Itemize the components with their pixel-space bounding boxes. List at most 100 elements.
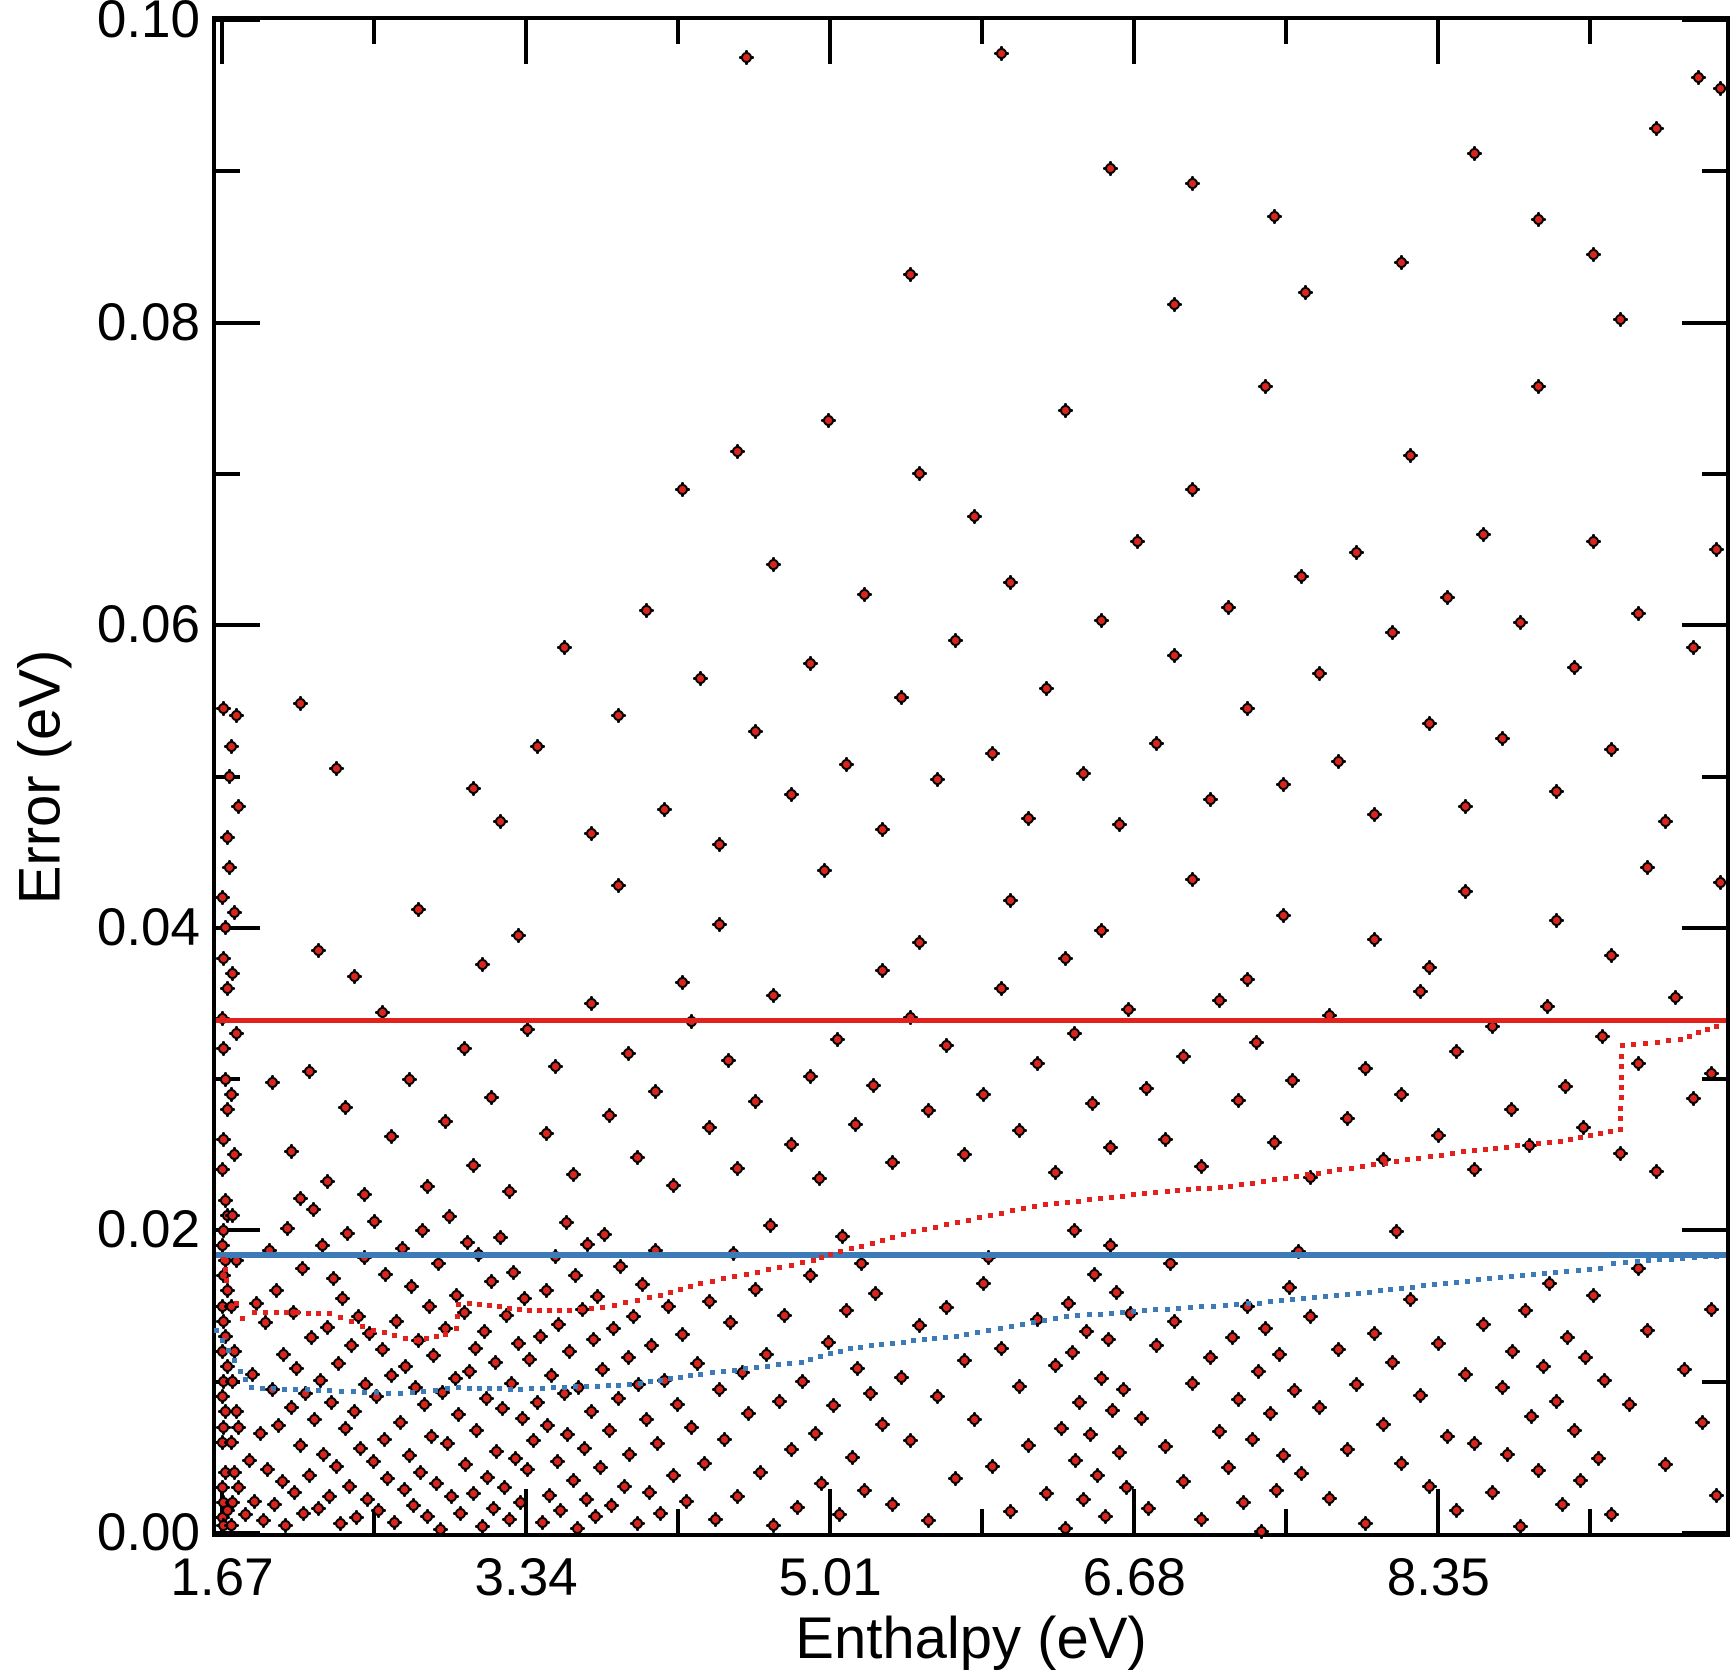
red-average-dot	[1416, 1155, 1422, 1161]
red-average-dot	[998, 1210, 1004, 1216]
red-average-dot	[688, 1283, 694, 1289]
red-average-dot	[316, 1310, 322, 1316]
scatter-point	[786, 1444, 798, 1456]
scatter-point	[1086, 1097, 1098, 1109]
blue-average-dot	[293, 1386, 299, 1392]
blue-average-dot	[1064, 1314, 1070, 1320]
scatter-point	[504, 1185, 516, 1197]
scatter-point	[624, 1448, 636, 1460]
scatter-point	[1369, 934, 1381, 946]
scatter-point	[522, 1463, 534, 1475]
scatter-point	[251, 1297, 263, 1309]
scatter-point	[864, 1388, 876, 1400]
scatter-point	[218, 702, 230, 714]
scatter-point	[1542, 1000, 1554, 1012]
scatter-point	[686, 1421, 698, 1433]
scatter-point	[334, 1518, 346, 1530]
blue-average-dot	[828, 1351, 834, 1357]
blue-average-dot	[754, 1364, 760, 1370]
scatter-point	[1323, 1492, 1335, 1504]
scatter-point	[1014, 1125, 1026, 1137]
scatter-point	[1514, 1521, 1526, 1533]
blue-average-dot	[507, 1386, 513, 1392]
scatter-point	[478, 1326, 490, 1338]
scatter-point	[1598, 1374, 1610, 1386]
blue-average-dot	[237, 1368, 243, 1374]
red-average-dot	[1677, 1037, 1683, 1043]
blue-average-dot	[1142, 1308, 1148, 1314]
scatter-point	[385, 1370, 397, 1382]
red-average-dot	[1239, 1182, 1245, 1188]
scatter-point	[1004, 577, 1016, 589]
scatter-point	[1587, 249, 1599, 260]
scatter-point	[1099, 1510, 1111, 1522]
x-axis-tick	[372, 1509, 377, 1533]
scatter-point	[422, 1181, 434, 1193]
scatter-point	[932, 774, 944, 786]
scatter-point	[1259, 1323, 1271, 1335]
y-axis-tick	[1702, 774, 1726, 779]
scatter-point	[247, 1368, 259, 1380]
scatter-point	[1487, 1486, 1499, 1498]
scatter-point	[699, 1457, 711, 1469]
scatter-point	[1642, 1324, 1654, 1336]
blue-average-dot	[1222, 1302, 1228, 1308]
blue-average-dot	[1421, 1283, 1427, 1289]
red-average-dot	[1607, 1128, 1613, 1134]
blue-average-dot	[776, 1362, 782, 1368]
scatter-point	[1396, 1088, 1408, 1100]
scatter-point	[1032, 1058, 1044, 1070]
red-average-dot	[1577, 1134, 1583, 1140]
red-average-dot	[754, 1269, 760, 1275]
scatter-point	[1278, 778, 1290, 790]
scatter-point	[1132, 536, 1144, 548]
scatter-point	[606, 1500, 618, 1512]
red-average-dot	[1326, 1169, 1332, 1175]
scatter-point	[343, 1480, 355, 1492]
red-average-dot	[1618, 1105, 1624, 1111]
scatter-point	[1059, 404, 1071, 416]
scatter-point	[731, 1162, 743, 1174]
blue-average-dot	[868, 1343, 874, 1349]
scatter-point	[294, 698, 306, 710]
red-average-dot	[623, 1300, 629, 1306]
y-axis-tick	[1682, 925, 1726, 930]
scatter-point	[516, 1412, 528, 1424]
scatter-point	[722, 1055, 734, 1067]
scatter-point	[586, 1406, 598, 1418]
scatter-point	[1278, 910, 1290, 922]
scatter-point	[1451, 1504, 1463, 1516]
scatter-point	[904, 268, 916, 280]
scatter-point	[1256, 1525, 1268, 1537]
y-axis-tick	[216, 18, 260, 22]
scatter-point	[1502, 1448, 1513, 1460]
blue-average-dot	[326, 1388, 332, 1394]
red-average-dot	[1031, 1203, 1037, 1209]
blue-average-dot	[1657, 1257, 1663, 1263]
scatter-point	[1711, 1489, 1723, 1501]
scatter-point	[540, 1128, 552, 1140]
scatter-point	[294, 1439, 306, 1451]
red-average-dot	[262, 1309, 268, 1315]
scatter-point	[1070, 1454, 1082, 1466]
scatter-point	[254, 1427, 266, 1439]
scatter-point	[1241, 702, 1253, 714]
scatter-point	[1259, 380, 1271, 392]
scatter-point	[1105, 162, 1117, 174]
scatter-point	[285, 1401, 297, 1413]
blue-average-dot	[964, 1332, 970, 1338]
red-average-dot	[567, 1308, 573, 1314]
red-average-dot	[743, 1271, 749, 1277]
blue-average-dot	[1187, 1305, 1193, 1311]
scatter-point	[362, 1494, 374, 1506]
scatter-point	[1387, 627, 1399, 639]
scatter-point	[354, 1442, 366, 1454]
x-tick-label: 3.34	[474, 1548, 578, 1607]
scatter-point	[1605, 949, 1617, 961]
scatter-point	[243, 1454, 255, 1466]
scatter-point	[1103, 1333, 1115, 1345]
scatter-point	[1378, 1418, 1390, 1430]
scatter-point	[618, 1480, 630, 1492]
blue-average-dot	[1388, 1287, 1394, 1293]
scatter-point	[571, 1522, 583, 1534]
